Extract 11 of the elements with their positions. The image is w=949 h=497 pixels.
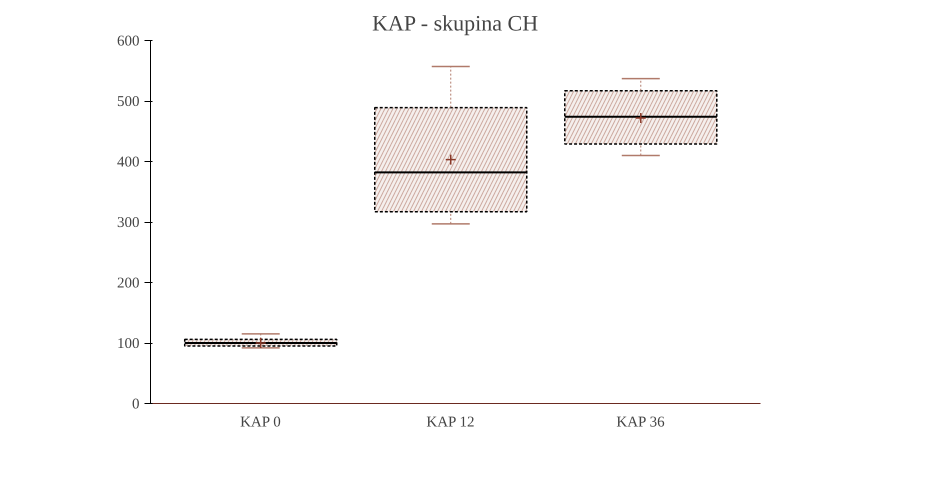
y-tick-label: 100 — [117, 336, 140, 352]
y-tick-label: 400 — [117, 154, 140, 170]
x-tick-label: KAP 0 — [240, 414, 281, 430]
x-tick-label: KAP 36 — [616, 414, 666, 430]
y-tick-label: 500 — [117, 94, 140, 110]
y-tick-label: 600 — [117, 34, 140, 50]
chart-title: KAP - skupina CH — [372, 10, 538, 36]
y-tick-label: 200 — [117, 276, 140, 292]
x-tick-label: KAP 12 — [426, 414, 475, 430]
y-tick-label: 0 — [132, 396, 140, 412]
y-tick-label: 300 — [117, 215, 140, 231]
